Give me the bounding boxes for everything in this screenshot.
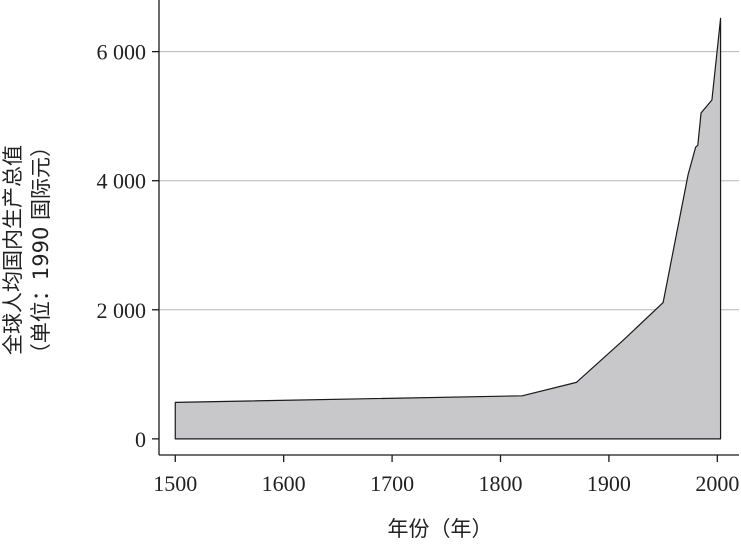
y-tick-label-2000: 2 000 — [97, 298, 147, 323]
x-tick-label-1700: 1700 — [370, 471, 414, 496]
y-axis-label: 全球人均国内生产总值 （单位：1990 国际元） — [1, 136, 53, 364]
grid-lines — [159, 51, 739, 311]
y-tick-label-6000: 6 000 — [97, 40, 147, 65]
y-axis-label-line1: 全球人均国内生产总值 — [1, 145, 25, 355]
x-axis-ticks: 1500 1600 1700 1800 1900 2000 — [153, 455, 739, 496]
x-tick-label-1800: 1800 — [478, 471, 522, 496]
area-series — [174, 17, 722, 440]
x-tick-label-1600: 1600 — [262, 471, 306, 496]
y-tick-label-0: 0 — [135, 427, 146, 452]
x-tick-label-2000: 2000 — [695, 471, 739, 496]
y-axis-ticks: 0 2 000 4 000 6 000 — [97, 40, 159, 452]
axes — [158, 0, 739, 456]
y-axis-label-line2: （单位：1990 国际元） — [29, 136, 53, 364]
x-axis-label: 年份（年） — [388, 517, 493, 541]
x-tick-label-1900: 1900 — [587, 471, 631, 496]
y-tick-label-4000: 4 000 — [97, 169, 147, 194]
x-tick-label-1500: 1500 — [153, 471, 197, 496]
